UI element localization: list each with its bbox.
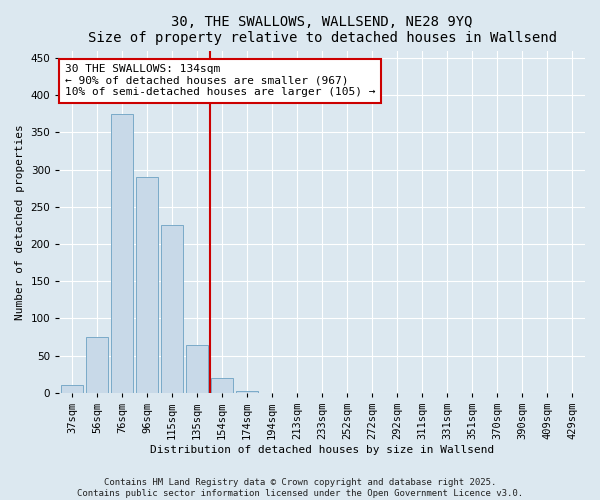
Text: 30 THE SWALLOWS: 134sqm
← 90% of detached houses are smaller (967)
10% of semi-d: 30 THE SWALLOWS: 134sqm ← 90% of detache… — [65, 64, 375, 98]
Title: 30, THE SWALLOWS, WALLSEND, NE28 9YQ
Size of property relative to detached house: 30, THE SWALLOWS, WALLSEND, NE28 9YQ Siz… — [88, 15, 557, 45]
X-axis label: Distribution of detached houses by size in Wallsend: Distribution of detached houses by size … — [150, 445, 494, 455]
Bar — [161, 226, 183, 393]
Bar — [211, 378, 233, 393]
Bar — [110, 114, 133, 393]
Bar — [136, 177, 158, 393]
Y-axis label: Number of detached properties: Number of detached properties — [15, 124, 25, 320]
Bar — [61, 386, 83, 393]
Bar — [186, 344, 208, 393]
Bar — [86, 337, 108, 393]
Text: Contains HM Land Registry data © Crown copyright and database right 2025.
Contai: Contains HM Land Registry data © Crown c… — [77, 478, 523, 498]
Bar — [236, 392, 259, 393]
